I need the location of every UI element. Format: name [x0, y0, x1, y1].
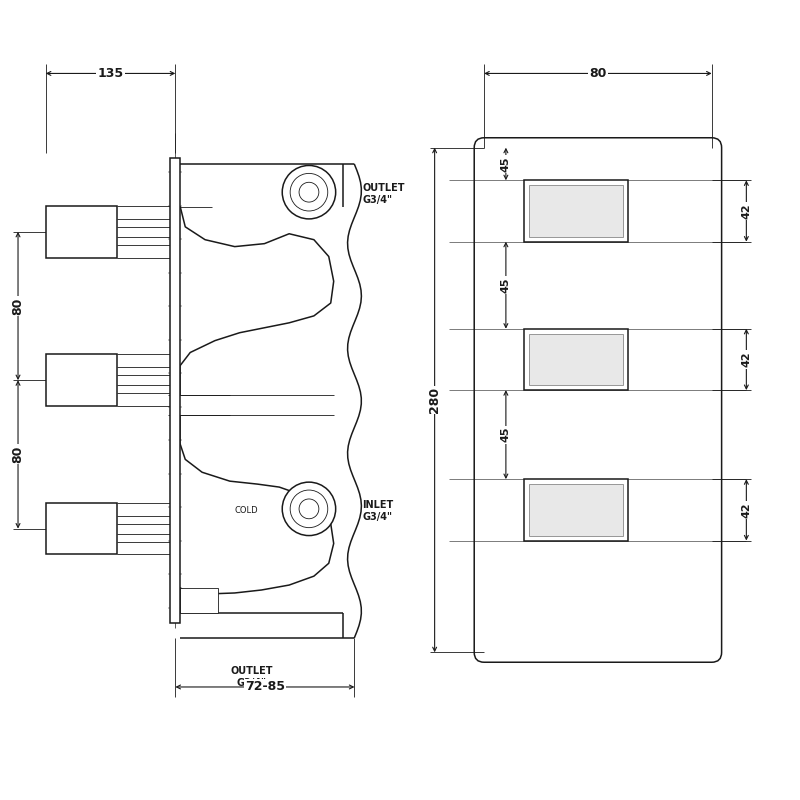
Text: 280: 280 — [428, 387, 441, 413]
Text: 80: 80 — [590, 67, 606, 80]
Bar — [170, 158, 180, 622]
Text: 45: 45 — [501, 427, 511, 442]
Bar — [524, 329, 628, 390]
Circle shape — [290, 174, 328, 211]
Text: 42: 42 — [742, 502, 751, 518]
Circle shape — [282, 166, 336, 219]
Text: INLET
G3/4": INLET G3/4" — [362, 500, 394, 522]
Text: 135: 135 — [98, 67, 124, 80]
Bar — [180, 588, 218, 613]
Text: OUTLET
G3/4": OUTLET G3/4" — [230, 666, 273, 688]
Circle shape — [299, 182, 319, 202]
Text: 42: 42 — [742, 203, 751, 219]
Text: 80: 80 — [11, 446, 25, 463]
Bar — [524, 180, 628, 242]
Bar — [46, 503, 117, 554]
Bar — [46, 206, 117, 258]
Circle shape — [290, 490, 328, 528]
Text: 45: 45 — [501, 156, 511, 172]
Bar — [529, 484, 622, 535]
Text: 80: 80 — [11, 298, 25, 314]
Text: 42: 42 — [742, 352, 751, 367]
Text: OUTLET
G3/4": OUTLET G3/4" — [362, 183, 405, 206]
Bar — [529, 334, 622, 385]
Text: COLD: COLD — [235, 506, 258, 515]
FancyBboxPatch shape — [474, 138, 722, 662]
Text: 45: 45 — [501, 278, 511, 293]
Bar — [524, 479, 628, 541]
Bar — [529, 186, 622, 237]
Text: 72-85: 72-85 — [245, 681, 285, 694]
Circle shape — [299, 499, 319, 518]
Circle shape — [282, 482, 336, 535]
Bar — [46, 354, 117, 406]
